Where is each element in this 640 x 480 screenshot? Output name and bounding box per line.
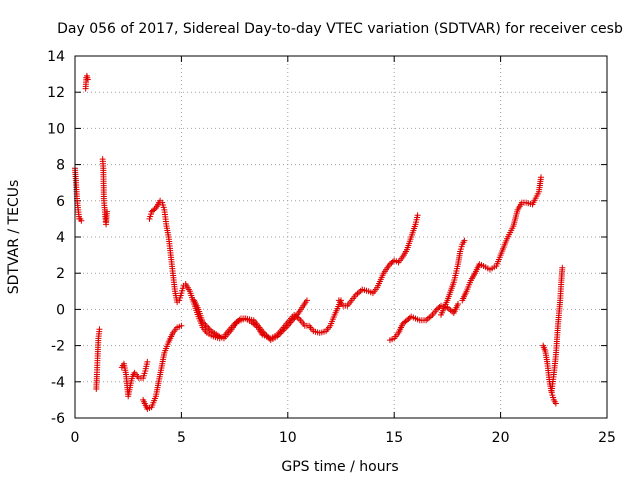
data-point (552, 400, 559, 407)
y-tick-label: 6 (56, 194, 65, 210)
x-tick-label: 0 (71, 430, 80, 446)
series-s6 (140, 322, 185, 412)
y-tick-label: -4 (51, 375, 65, 391)
series-s8 (191, 297, 310, 344)
x-tick-label: 5 (177, 430, 186, 446)
y-tick-label: 12 (47, 85, 65, 101)
series-s13 (540, 342, 559, 407)
data-points-layer (72, 72, 566, 412)
data-point (103, 208, 110, 215)
data-point (461, 237, 468, 244)
series-s5 (118, 358, 151, 400)
x-tick-label: 15 (385, 430, 403, 446)
data-point (538, 174, 545, 181)
data-point (436, 303, 443, 310)
series-s3 (93, 326, 103, 393)
series-s7 (146, 197, 344, 342)
data-point (303, 297, 310, 304)
data-point (151, 206, 158, 213)
y-tick-label: 14 (47, 49, 65, 65)
x-tick-label: 25 (598, 430, 616, 446)
y-tick-label: -2 (51, 339, 65, 355)
x-tick-label: 20 (492, 430, 510, 446)
series-s12 (459, 174, 545, 304)
data-point (455, 300, 462, 307)
tick-label-layer: 0 5 10 15 20 25 -6 -4 -2 0 2 4 6 8 10 12 14 (47, 49, 616, 446)
y-tick-label: 10 (47, 121, 65, 137)
x-axis-label: GPS time / hours (281, 459, 398, 475)
data-point (84, 76, 91, 83)
data-point (96, 326, 103, 333)
y-tick-label: 4 (56, 230, 65, 246)
grid-layer (75, 56, 607, 418)
data-point (144, 358, 151, 365)
chart-title: Day 056 of 2017, Sidereal Day-to-day VTE… (57, 21, 623, 37)
series-s2 (82, 72, 91, 92)
data-point (78, 217, 85, 224)
y-tick-label: 2 (56, 266, 65, 282)
y-axis-label: SDTVAR / TECUs (6, 180, 22, 295)
y-tick-label: 0 (56, 302, 65, 318)
y-tick-label: -6 (51, 411, 65, 427)
data-point (414, 212, 421, 219)
series-s9 (335, 212, 421, 309)
x-tick-label: 10 (279, 430, 297, 446)
plot-frame (74, 55, 608, 419)
data-point (559, 264, 566, 271)
data-point (178, 322, 185, 329)
y-tick-label: 8 (56, 158, 65, 174)
series-s14 (548, 264, 566, 394)
series-s4 (99, 156, 110, 228)
series-s11 (438, 237, 468, 318)
